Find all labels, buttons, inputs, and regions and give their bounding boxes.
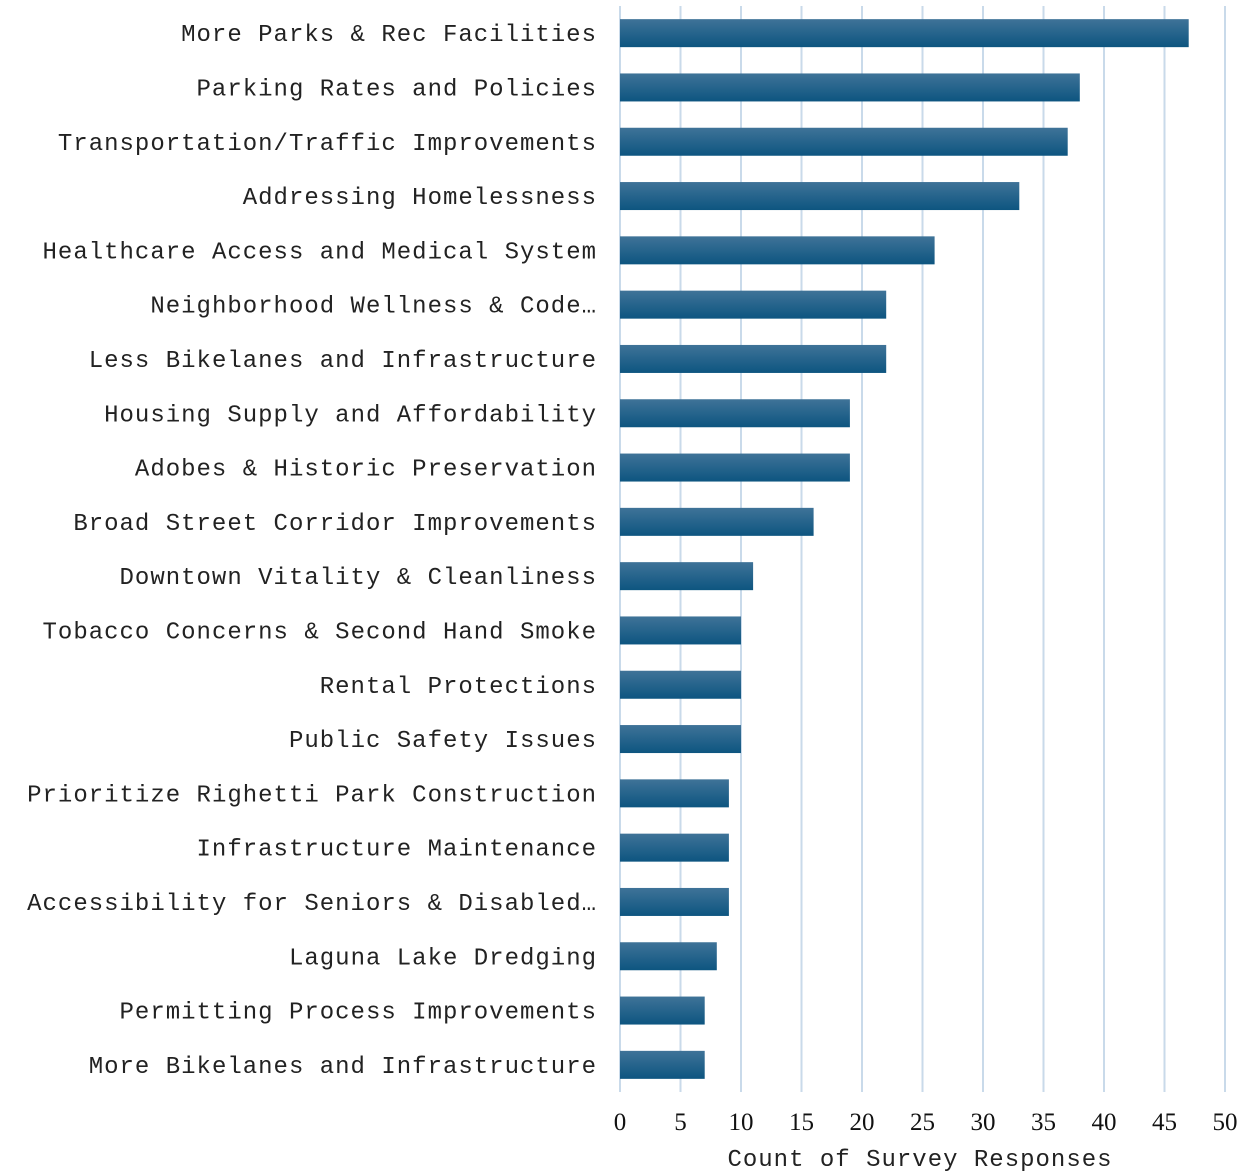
- bar: [620, 507, 814, 536]
- bar: [620, 670, 741, 699]
- bar: [620, 1050, 705, 1079]
- bar: [620, 73, 1080, 102]
- bar: [620, 562, 754, 591]
- x-tick-label: 30: [971, 1109, 996, 1136]
- x-tick-label: 40: [1092, 1109, 1117, 1136]
- x-tick-label: 45: [1152, 1109, 1177, 1136]
- bar: [620, 182, 1020, 211]
- category-label: Tobacco Concerns & Second Hand Smoke: [43, 619, 597, 646]
- gridlines: [619, 6, 1226, 1092]
- category-label: Infrastructure Maintenance: [197, 837, 597, 864]
- bar: [620, 127, 1068, 156]
- category-label: Neighborhood Wellness & Code…: [150, 294, 597, 321]
- category-label: Prioritize Righetti Park Construction: [27, 782, 597, 809]
- category-label: More Parks & Rec Facilities: [181, 22, 597, 49]
- category-label: Laguna Lake Dredging: [289, 945, 597, 972]
- category-label: Parking Rates and Policies: [197, 76, 597, 103]
- category-label: Rental Protections: [320, 674, 597, 701]
- x-axis-ticks: 0 5 10 15 20 25 30 35 40 45 50: [614, 1109, 1238, 1136]
- bars: [620, 19, 1189, 1079]
- x-tick-label: 20: [850, 1109, 875, 1136]
- category-label: Housing Supply and Affordability: [104, 402, 597, 429]
- x-tick-label: 0: [614, 1109, 627, 1136]
- x-axis-title: Count of Survey Responses: [727, 1147, 1112, 1173]
- category-label: More Bikelanes and Infrastructure: [89, 1054, 597, 1081]
- bar: [620, 887, 729, 916]
- x-tick-label: 35: [1031, 1109, 1056, 1136]
- x-tick-label: 50: [1213, 1109, 1238, 1136]
- bar: [620, 725, 741, 754]
- bar: [620, 19, 1189, 48]
- category-label: Transportation/Traffic Improvements: [58, 131, 597, 158]
- bar: [620, 833, 729, 862]
- category-label: Less Bikelanes and Infrastructure: [89, 348, 597, 375]
- category-label: Downtown Vitality & Cleanliness: [120, 565, 597, 592]
- bar: [620, 453, 850, 482]
- x-tick-label: 5: [674, 1109, 687, 1136]
- category-label: Accessibility for Seniors & Disabled…: [27, 891, 597, 918]
- bar: [620, 996, 705, 1025]
- category-label: Adobes & Historic Preservation: [135, 457, 597, 484]
- x-tick-label: 10: [729, 1109, 754, 1136]
- category-label: Broad Street Corridor Improvements: [73, 511, 597, 538]
- category-label: Public Safety Issues: [289, 728, 597, 755]
- x-tick-label: 25: [910, 1109, 935, 1136]
- category-label: Addressing Homelessness: [243, 185, 597, 212]
- bar: [620, 779, 729, 808]
- bar: [620, 290, 887, 319]
- category-labels: More Parks & Rec Facilities Parking Rates…: [27, 22, 597, 1081]
- category-label: Healthcare Access and Medical System: [43, 239, 597, 266]
- bar: [620, 616, 741, 645]
- bar: [620, 399, 850, 428]
- bar: [620, 942, 717, 971]
- category-label: Permitting Process Improvements: [120, 1000, 597, 1027]
- bar: [620, 344, 887, 373]
- x-tick-label: 15: [789, 1109, 814, 1136]
- bar: [620, 236, 935, 265]
